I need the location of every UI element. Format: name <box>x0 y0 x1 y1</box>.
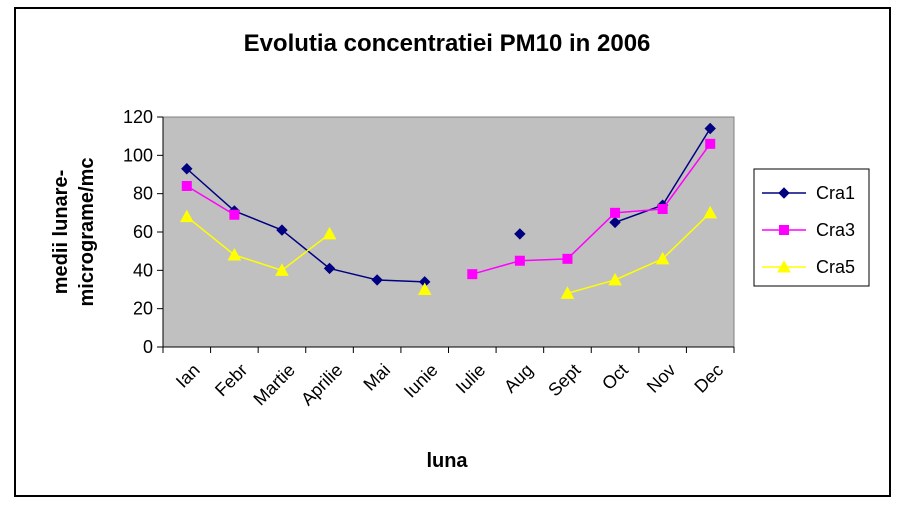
data-point <box>227 247 242 261</box>
data-point <box>560 286 575 299</box>
data-point <box>181 181 192 191</box>
series-line-segment <box>614 258 663 281</box>
series-layer <box>179 122 718 299</box>
chart-title: Evolutia concentratiei PM10 in 2006 <box>244 30 651 57</box>
series-line-segment <box>472 260 521 275</box>
data-point <box>609 216 621 229</box>
x-tick-label: Iunie <box>400 360 442 402</box>
data-point <box>655 251 670 265</box>
data-point <box>704 122 716 135</box>
data-point <box>514 255 525 266</box>
y-tick-label: 60 <box>133 222 153 242</box>
x-tick-label: Oct <box>598 360 632 394</box>
y-tick-label: 120 <box>123 107 153 127</box>
series-line-segment <box>519 258 568 262</box>
series-line-segment <box>567 279 616 295</box>
plot-area <box>162 116 735 348</box>
x-tick-label: Febr <box>211 360 251 400</box>
data-point <box>514 228 526 240</box>
legend-marker <box>778 187 790 199</box>
legend-item-cra1: Cra1 <box>762 183 855 203</box>
legend-marker <box>779 225 789 235</box>
series-line-segment <box>234 210 283 231</box>
series-line-segment <box>234 254 283 272</box>
legend-item-cra5: Cra5 <box>762 257 855 277</box>
legend: Cra1 Cra3 Cra5 <box>753 168 870 287</box>
series-line-segment <box>281 233 330 271</box>
series-line-segment <box>661 128 711 206</box>
y-tick-label: 40 <box>133 260 153 280</box>
x-tick-label: Mai <box>359 360 394 395</box>
data-point <box>229 209 240 220</box>
data-point <box>179 209 194 223</box>
data-point <box>610 207 621 218</box>
series-line-segment <box>186 168 235 212</box>
data-point <box>703 205 718 219</box>
x-tick-label: Iulie <box>452 360 489 397</box>
x-tick-label: Sept <box>544 360 584 400</box>
y-tick-label: 20 <box>133 299 153 319</box>
x-tick-label: Nov <box>643 360 680 397</box>
data-point <box>562 253 573 264</box>
y-tick-label: 100 <box>123 145 153 165</box>
data-point <box>181 163 193 175</box>
data-point <box>467 269 478 280</box>
series-line-segment <box>281 229 331 270</box>
data-point <box>608 272 622 286</box>
x-tick-label: Dec <box>690 360 727 397</box>
series-line-segment <box>662 212 711 260</box>
data-point <box>705 138 716 149</box>
series-line-segment <box>186 185 235 216</box>
y-tick-label: 80 <box>133 184 153 204</box>
series-line-segment <box>614 204 663 224</box>
data-point <box>322 226 337 240</box>
y-axis-title-line2: micrograme/mc <box>76 158 98 307</box>
x-axis-title: luna <box>426 450 468 472</box>
data-point <box>276 224 288 236</box>
data-point <box>371 274 383 286</box>
y-tick-label: 0 <box>143 337 153 357</box>
series-line-segment <box>566 212 616 260</box>
series-cra3 <box>181 138 716 280</box>
legend-label: Cra1 <box>816 183 855 203</box>
series-cra5 <box>179 205 718 299</box>
x-tick-label: Martie <box>249 360 299 410</box>
data-point <box>323 262 336 275</box>
legend-label: Cra3 <box>816 220 855 240</box>
series-line-segment <box>614 208 663 214</box>
legend-item-cra3: Cra3 <box>762 220 855 240</box>
legend-marker <box>777 259 791 273</box>
series-line-segment <box>186 216 235 256</box>
y-axis-title-line1: medii lunare- <box>50 170 72 294</box>
x-tick-label: Aprilie <box>297 360 347 410</box>
data-point <box>275 263 289 276</box>
y-axis-title: medii lunare- micrograme/mc <box>50 158 98 307</box>
x-tick-label: Ian <box>172 360 204 392</box>
data-point <box>417 282 432 295</box>
legend-label: Cra5 <box>816 257 855 277</box>
series-line-segment <box>329 267 378 281</box>
x-tick-label: Aug <box>500 360 537 397</box>
series-line-segment <box>377 279 425 283</box>
data-point <box>657 204 668 214</box>
series-line-segment <box>662 143 711 210</box>
